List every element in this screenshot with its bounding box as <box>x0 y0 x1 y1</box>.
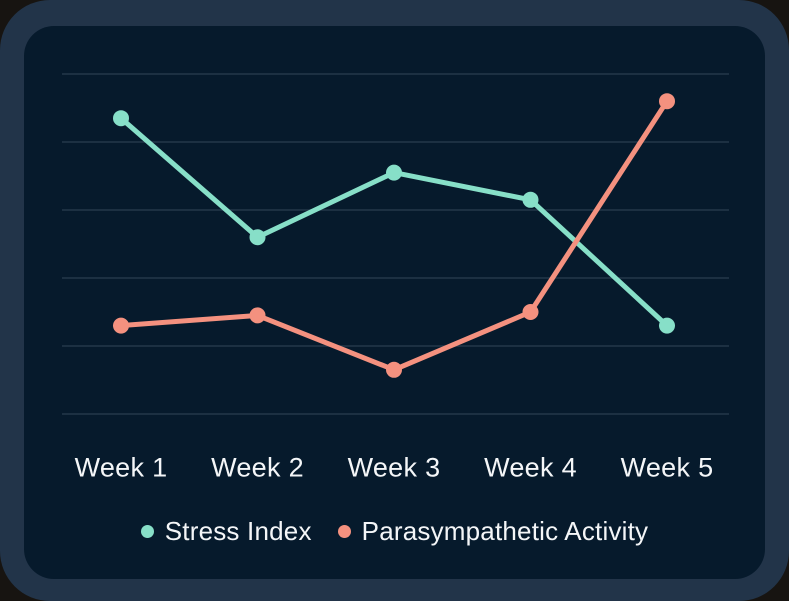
legend-label: Parasympathetic Activity <box>361 515 649 546</box>
data-point <box>113 110 129 127</box>
series-line-stress-index <box>118 115 670 329</box>
legend-dot-icon <box>337 524 351 538</box>
data-point <box>386 164 402 181</box>
legend-item: Stress Index <box>140 515 312 547</box>
data-point <box>522 191 539 208</box>
data-point <box>522 304 539 320</box>
chart-card: Week 1 Week 2 Week 3 Week 4 Week 5 Stress In… <box>24 26 765 579</box>
data-point <box>386 361 402 378</box>
legend-item: Parasympathetic Activity <box>337 515 649 547</box>
data-point <box>659 317 675 334</box>
data-point <box>113 317 129 334</box>
data-point <box>249 307 266 324</box>
data-point <box>659 93 675 110</box>
data-point <box>249 229 266 246</box>
chart-legend: Stress Index Parasympathetic Activity <box>24 513 765 549</box>
legend-label: Stress Index <box>164 515 312 546</box>
legend-dot-icon <box>140 524 154 538</box>
line-chart-svg <box>62 73 729 415</box>
